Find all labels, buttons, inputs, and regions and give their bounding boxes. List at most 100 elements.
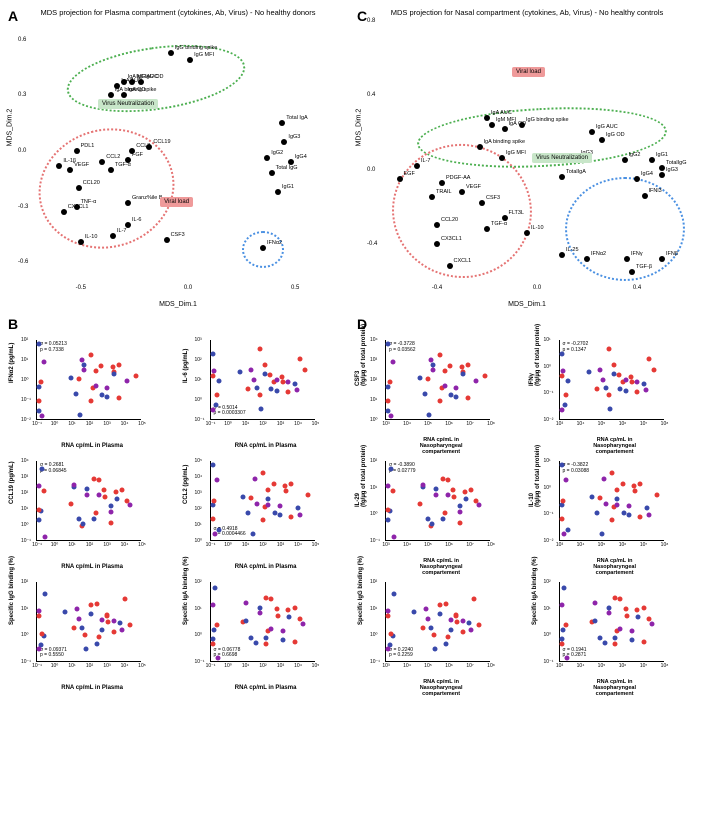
scatter-point [74, 607, 79, 612]
scatter-tick-y: 10² [21, 337, 28, 343]
scatter-point [434, 487, 439, 492]
scatter-tick-x: 10⁶ [619, 542, 627, 548]
mds-point-label: IL-25 [566, 247, 579, 253]
scatter-tick-y: 10¹ [195, 377, 202, 383]
scatter-tick-x: 10⁷ [466, 542, 473, 548]
scatter-point [449, 628, 454, 633]
mds-point [279, 120, 285, 126]
scatter-tick-x: 10¹ [68, 542, 75, 548]
mds-point [414, 163, 420, 169]
scatter-plot: Specific IgA binding (%)σ = 0.06778p = 0… [182, 578, 327, 693]
scatter-point [295, 506, 300, 511]
scatter-tick-y: 10⁰ [370, 511, 378, 517]
scatter-point [257, 606, 262, 611]
scatter-point [264, 596, 269, 601]
scatter-point [391, 359, 396, 364]
scatter-tick-x: 10⁵ [138, 663, 146, 669]
scatter-point [610, 517, 615, 522]
scatter-point [258, 407, 263, 412]
scatter-tick-x: 10³ [556, 663, 563, 669]
scatter-tick-y: 10⁰ [544, 364, 552, 370]
stat-annotation: σ = -0.3822p = 0.03088 [563, 463, 590, 475]
mds-point-label: IgG2 [271, 150, 283, 156]
scatter-tick-x: 10⁰ [224, 663, 232, 669]
scatter-point [40, 632, 45, 637]
scatter-point [266, 487, 271, 492]
mds-point [439, 180, 445, 186]
scatter-plot: Specific IgG binding (%)σ = 0.09371p = 0… [8, 578, 153, 693]
scatter-point [624, 613, 629, 618]
scatter-point [386, 613, 391, 618]
scatter-area: σ = -0.3728p = 0.0356210³10⁴10⁵10⁶10⁷10⁸… [385, 340, 490, 420]
scatter-point [269, 596, 274, 601]
scatter-tick-y: 10⁰ [21, 377, 29, 383]
scatter-tick-x: 10⁰ [224, 421, 232, 427]
scatter-point [297, 617, 302, 622]
stat-annotation: σ = 0.05213p = 0.7338 [40, 342, 67, 354]
scatter-area: σ = 0.1941p = 0.287110³10⁴10⁵10⁶10⁷10⁸10… [559, 582, 664, 662]
scatter-tick-x: 10³ [277, 663, 284, 669]
mds-point-label: TGF-α [491, 221, 507, 227]
scatter-point [646, 357, 651, 362]
scatter-point [210, 602, 215, 607]
scatter-point [280, 380, 285, 385]
scatter-ylabel: IFNα2 (pg/mL) [9, 342, 15, 382]
scatter-ylabel: CSF3(fg/µg of total protein) [355, 324, 367, 386]
scatter-point [210, 374, 215, 379]
mds-point [76, 185, 82, 191]
scatter-point [43, 535, 48, 540]
scatter-tick-x: 10⁴ [294, 542, 302, 548]
scatter-point [559, 374, 564, 379]
scatter-point [93, 510, 98, 515]
mds-point-label: PDL1 [81, 143, 95, 149]
scatter-point [210, 517, 215, 522]
mds-point [99, 159, 105, 165]
mds-point-label: IL-7 [117, 228, 126, 234]
tick-y: -0.3 [18, 204, 28, 210]
scatter-point [271, 482, 276, 487]
scatter-point [42, 489, 47, 494]
scatter-point [646, 513, 651, 518]
scatter-point [269, 386, 274, 391]
scatter-plot: IL-10(fg/µg of total protein)σ = -0.3822… [531, 457, 676, 572]
scatter-tick-y: 10¹ [370, 606, 377, 612]
scatter-point [431, 368, 436, 373]
scatter-xlabel: RNA cp/mL in Plasma [235, 564, 297, 570]
panel-c-title: MDS projection for Nasal compartment (cy… [357, 8, 697, 17]
tick-y: -0.6 [18, 259, 28, 265]
mds-point [659, 256, 665, 262]
scatter-tick-y: 10⁻¹ [21, 659, 31, 665]
scatter-area: σ = -0.3822p = 0.0308810³10⁴10⁵10⁶10⁷10⁸… [559, 461, 664, 541]
scatter-area: σ = 0.05213p = 0.733810⁻¹10⁰10¹10²10³10⁴… [36, 340, 141, 420]
scatter-point [559, 407, 564, 412]
panel-c-plot: IgA AUCIgM MFIIgA ODIgG binding spikeIgG… [387, 21, 687, 281]
scatter-point [603, 386, 608, 391]
scatter-point [388, 380, 393, 385]
scatter-tick-y: 10⁰ [195, 397, 203, 403]
scatter-plot: Specific IgA binding (%)σ = 0.1941p = 0.… [531, 578, 676, 693]
scatter-point [211, 628, 216, 633]
mds-point [125, 222, 131, 228]
mds-badge: Virus Neutralization [98, 99, 158, 109]
scatter-tick-x: 10³ [103, 663, 110, 669]
panel-a-ylabel: MDS_Dim.2 [7, 109, 14, 147]
mds-point [502, 215, 508, 221]
scatter-point [433, 646, 438, 651]
scatter-point [246, 511, 251, 516]
panel-a-plot: IgG binding spikeIgG MFIIgG AUCIgA MFIIg… [38, 21, 338, 281]
scatter-point [386, 507, 391, 512]
scatter-point [269, 627, 274, 632]
scatter-point [598, 635, 603, 640]
scatter-point [133, 374, 138, 379]
scatter-point [626, 513, 631, 518]
scatter-point [474, 498, 479, 503]
scatter-tick-y: 10⁻¹ [370, 659, 380, 665]
scatter-point [465, 396, 470, 401]
mds-point-label: CXCL1 [454, 258, 472, 264]
scatter-point [297, 357, 302, 362]
scatter-point [211, 369, 216, 374]
scatter-tick-y: 10⁻¹ [544, 659, 554, 665]
scatter-point [429, 358, 434, 363]
scatter-point [100, 628, 105, 633]
scatter-point [620, 482, 625, 487]
